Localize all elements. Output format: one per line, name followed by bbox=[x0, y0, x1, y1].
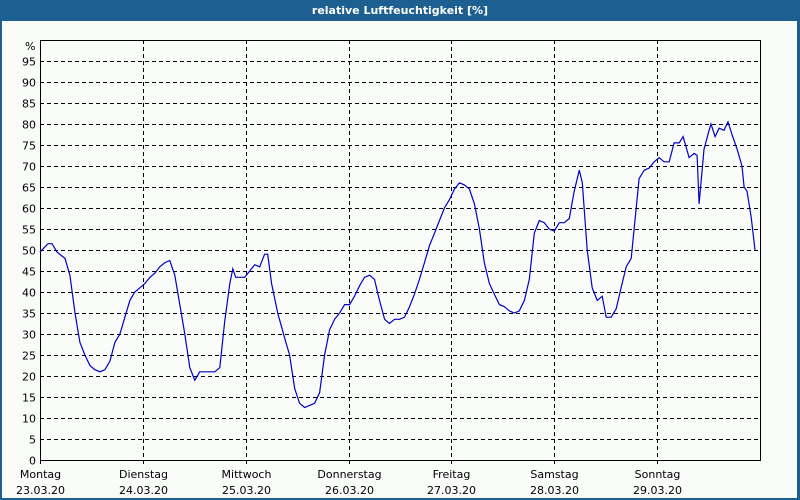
y-tick-label: 40 bbox=[22, 287, 36, 300]
x-tick-date-label: 26.03.20 bbox=[325, 484, 374, 497]
y-tick-label: 55 bbox=[22, 224, 36, 237]
y-tick-label: 5 bbox=[29, 434, 36, 447]
x-tick-date-label: 24.03.20 bbox=[119, 484, 168, 497]
x-tick-day-label: Sonntag bbox=[635, 468, 681, 481]
y-tick-label: 65 bbox=[22, 182, 36, 195]
x-axis: Montag 23.03.20 Dienstag 24.03.20 Mittwoch 25… bbox=[16, 468, 682, 497]
x-tick-date-label: 27.03.20 bbox=[427, 484, 476, 497]
y-tick-label: 90 bbox=[22, 77, 36, 90]
x-tick-day-label: Dienstag bbox=[119, 468, 168, 481]
y-tick-label: 95 bbox=[22, 56, 36, 69]
x-tick-date-label: 25.03.20 bbox=[222, 484, 271, 497]
humidity-series-line bbox=[39, 120, 756, 409]
y-tick-label: 75 bbox=[22, 140, 36, 153]
y-tick-label: 50 bbox=[22, 245, 36, 258]
y-axis-unit-label: % bbox=[25, 40, 35, 53]
y-tick-label: 80 bbox=[22, 119, 36, 132]
y-tick-label: 35 bbox=[22, 308, 36, 321]
y-tick-label: 85 bbox=[22, 98, 36, 111]
y-axis: 0 5 10 15 20 25 30 35 40 45 50 55 60 65 70 75 80 85 90 95 bbox=[22, 56, 36, 468]
y-tick-label: 10 bbox=[22, 413, 36, 426]
y-tick-label: 30 bbox=[22, 329, 36, 342]
y-tick-label: 20 bbox=[22, 371, 36, 384]
x-tick-day-label: Samstag bbox=[530, 468, 578, 481]
x-tick-day-label: Montag bbox=[20, 468, 61, 481]
x-tick-day-label: Freitag bbox=[433, 468, 471, 481]
y-tick-label: 15 bbox=[22, 392, 36, 405]
x-tick-date-label: 23.03.20 bbox=[16, 484, 65, 497]
x-tick-date-label: 29.03.20 bbox=[633, 484, 682, 497]
y-tick-label: 60 bbox=[22, 203, 36, 216]
x-tick-day-label: Mittwoch bbox=[222, 468, 272, 481]
chart-title: relative Luftfeuchtigkeit [%] bbox=[0, 0, 800, 21]
plot-area-border bbox=[40, 40, 761, 461]
y-tick-label: 25 bbox=[22, 350, 36, 363]
y-tick-label: 70 bbox=[22, 161, 36, 174]
y-tick-label: 0 bbox=[29, 455, 36, 468]
x-tick-date-label: 28.03.20 bbox=[530, 484, 579, 497]
y-tick-label: 45 bbox=[22, 266, 36, 279]
x-tick-day-label: Donnerstag bbox=[317, 468, 381, 481]
grid-lines bbox=[40, 40, 760, 464]
